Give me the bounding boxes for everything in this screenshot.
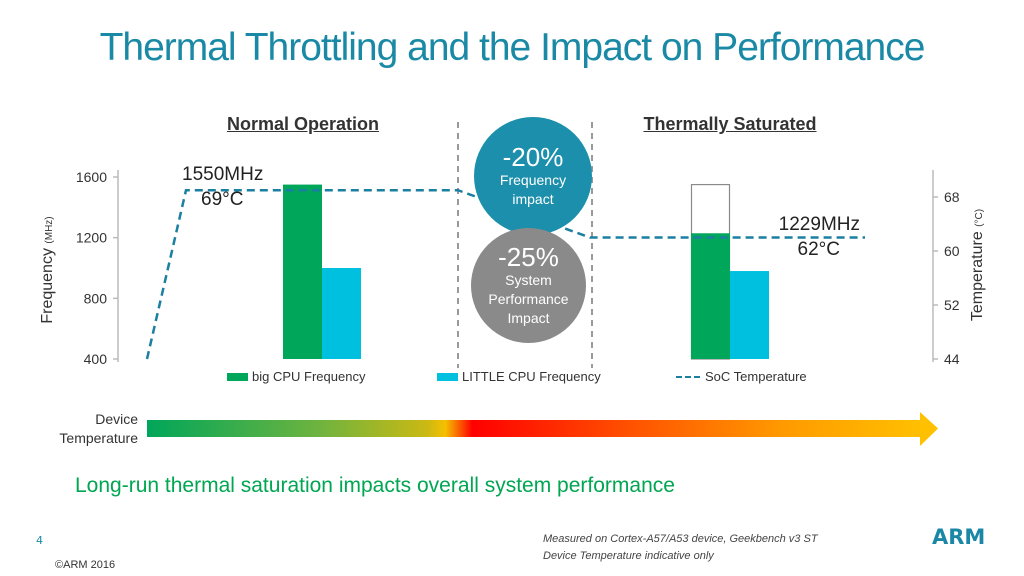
performance-impact-value: -25% [498,242,559,272]
section-heading-normal: Normal Operation [226,114,380,134]
right-axis-tick-label: 60 [944,243,960,259]
right-axis-tick-label: 68 [944,189,960,205]
copyright: ©ARM 2016 [55,559,116,571]
performance-impact-bubble: -25% System Performance Impact [471,228,586,343]
left-axis-tick-label: 800 [84,290,108,306]
device-temperature-arrow [147,412,938,446]
performance-impact-label-1: System [505,272,552,288]
left-axis-unit: (MHz) [44,216,55,244]
legend-big-cpu: big CPU Frequency [227,369,365,384]
footnote-line-1: Measured on Cortex-A57/A53 device, Geekb… [543,533,818,545]
legend-little-cpu: LITTLE CPU Frequency [437,369,601,384]
temperature-gradient-bar [147,420,922,437]
section-heading-saturated: Thermally Saturated [643,114,817,134]
footnote-line-2: Device Temperature indicative only [543,550,714,562]
bar-little-cpu [322,268,361,359]
right-axis-title: Temperature (°C) [969,209,987,321]
legend-soc-temp: SoC Temperature [676,369,807,384]
legend-swatch-little-cpu [437,372,458,381]
frequency-impact-label-1: Frequency [499,172,567,188]
frequency-impact-value: -20% [502,142,564,172]
performance-impact-label-3: Impact [507,310,550,326]
bar-big-cpu [691,233,730,359]
bar-little-cpu [730,271,769,359]
annotation-62c: 62°C [797,239,840,260]
device-temperature-label-line1: Device [95,411,138,427]
arrow-head [920,412,938,446]
frequency-impact-label-2: impact [512,191,554,207]
right-axis-tick-label: 52 [944,297,960,313]
legend-label-big-cpu: big CPU Frequency [252,369,366,384]
slide-title: Thermal Throttling and the Impact on Per… [99,26,926,69]
device-temperature-label-line2: Temperature [59,430,138,446]
annotation-1229mhz: 1229MHz [778,214,860,235]
legend-label-little-cpu: LITTLE CPU Frequency [462,369,601,384]
legend-swatch-big-cpu [227,372,248,381]
legend-swatch-soc-temp [676,375,700,378]
left-axis-tick-label: 1200 [76,230,107,246]
footnote: Measured on Cortex-A57/A53 device, Geekb… [543,531,818,565]
takeaway-text: Long-run thermal saturation impacts over… [75,474,675,497]
left-axis-tick-label: 400 [84,351,108,367]
right-axis-label: Temperature [969,231,986,322]
right-axis-tick-label: 44 [944,351,960,367]
left-axis-title: Frequency (MHz) [39,216,57,323]
annotation-69c: 69°C [201,189,244,210]
left-axis-tick-label: 1600 [76,169,107,185]
left-axis-label: Frequency [39,248,56,324]
device-temperature-label: Device Temperature [59,410,138,448]
frequency-impact-bubble: -20% Frequency impact [474,117,592,235]
arm-logo: ARM [932,525,986,549]
right-axis-unit: (°C) [974,208,985,227]
legend-label-soc-temp: SoC Temperature [705,369,807,384]
performance-impact-label-2: Performance [488,291,569,307]
annotation-1550mhz: 1550MHz [182,164,264,185]
bar-big-cpu [283,184,322,359]
page-number: 4 [36,534,43,547]
